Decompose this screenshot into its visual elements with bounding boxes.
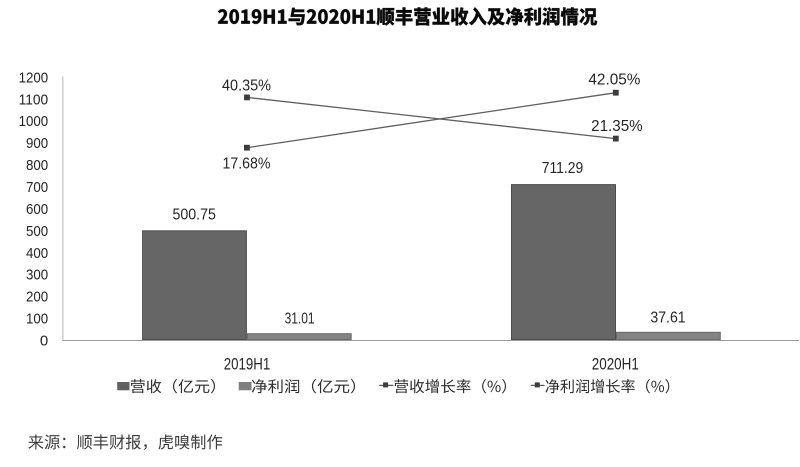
svg-text:711.29: 711.29	[542, 160, 584, 177]
svg-text:0: 0	[40, 332, 48, 349]
svg-text:1000: 1000	[19, 113, 49, 130]
svg-text:600: 600	[26, 201, 48, 218]
svg-text:21.35%: 21.35%	[591, 118, 643, 135]
svg-text:800: 800	[26, 157, 48, 174]
svg-text:31.01: 31.01	[285, 310, 315, 327]
svg-text:40.35%: 40.35%	[222, 78, 271, 95]
svg-text:700: 700	[26, 179, 48, 196]
svg-text:2019H1: 2019H1	[224, 354, 271, 373]
svg-text:42.05%: 42.05%	[588, 71, 640, 88]
svg-text:300: 300	[26, 267, 48, 284]
svg-text:900: 900	[26, 135, 48, 152]
svg-text:1200: 1200	[19, 69, 49, 86]
svg-text:500.75: 500.75	[172, 207, 216, 224]
svg-text:400: 400	[26, 245, 48, 262]
svg-text:500: 500	[26, 223, 48, 240]
svg-text:1100: 1100	[19, 91, 49, 108]
svg-text:17.68%: 17.68%	[223, 156, 271, 173]
svg-text:200: 200	[26, 289, 48, 306]
svg-text:100: 100	[26, 311, 48, 328]
svg-text:2020H1: 2020H1	[592, 354, 639, 373]
svg-text:37.61: 37.61	[650, 310, 685, 327]
